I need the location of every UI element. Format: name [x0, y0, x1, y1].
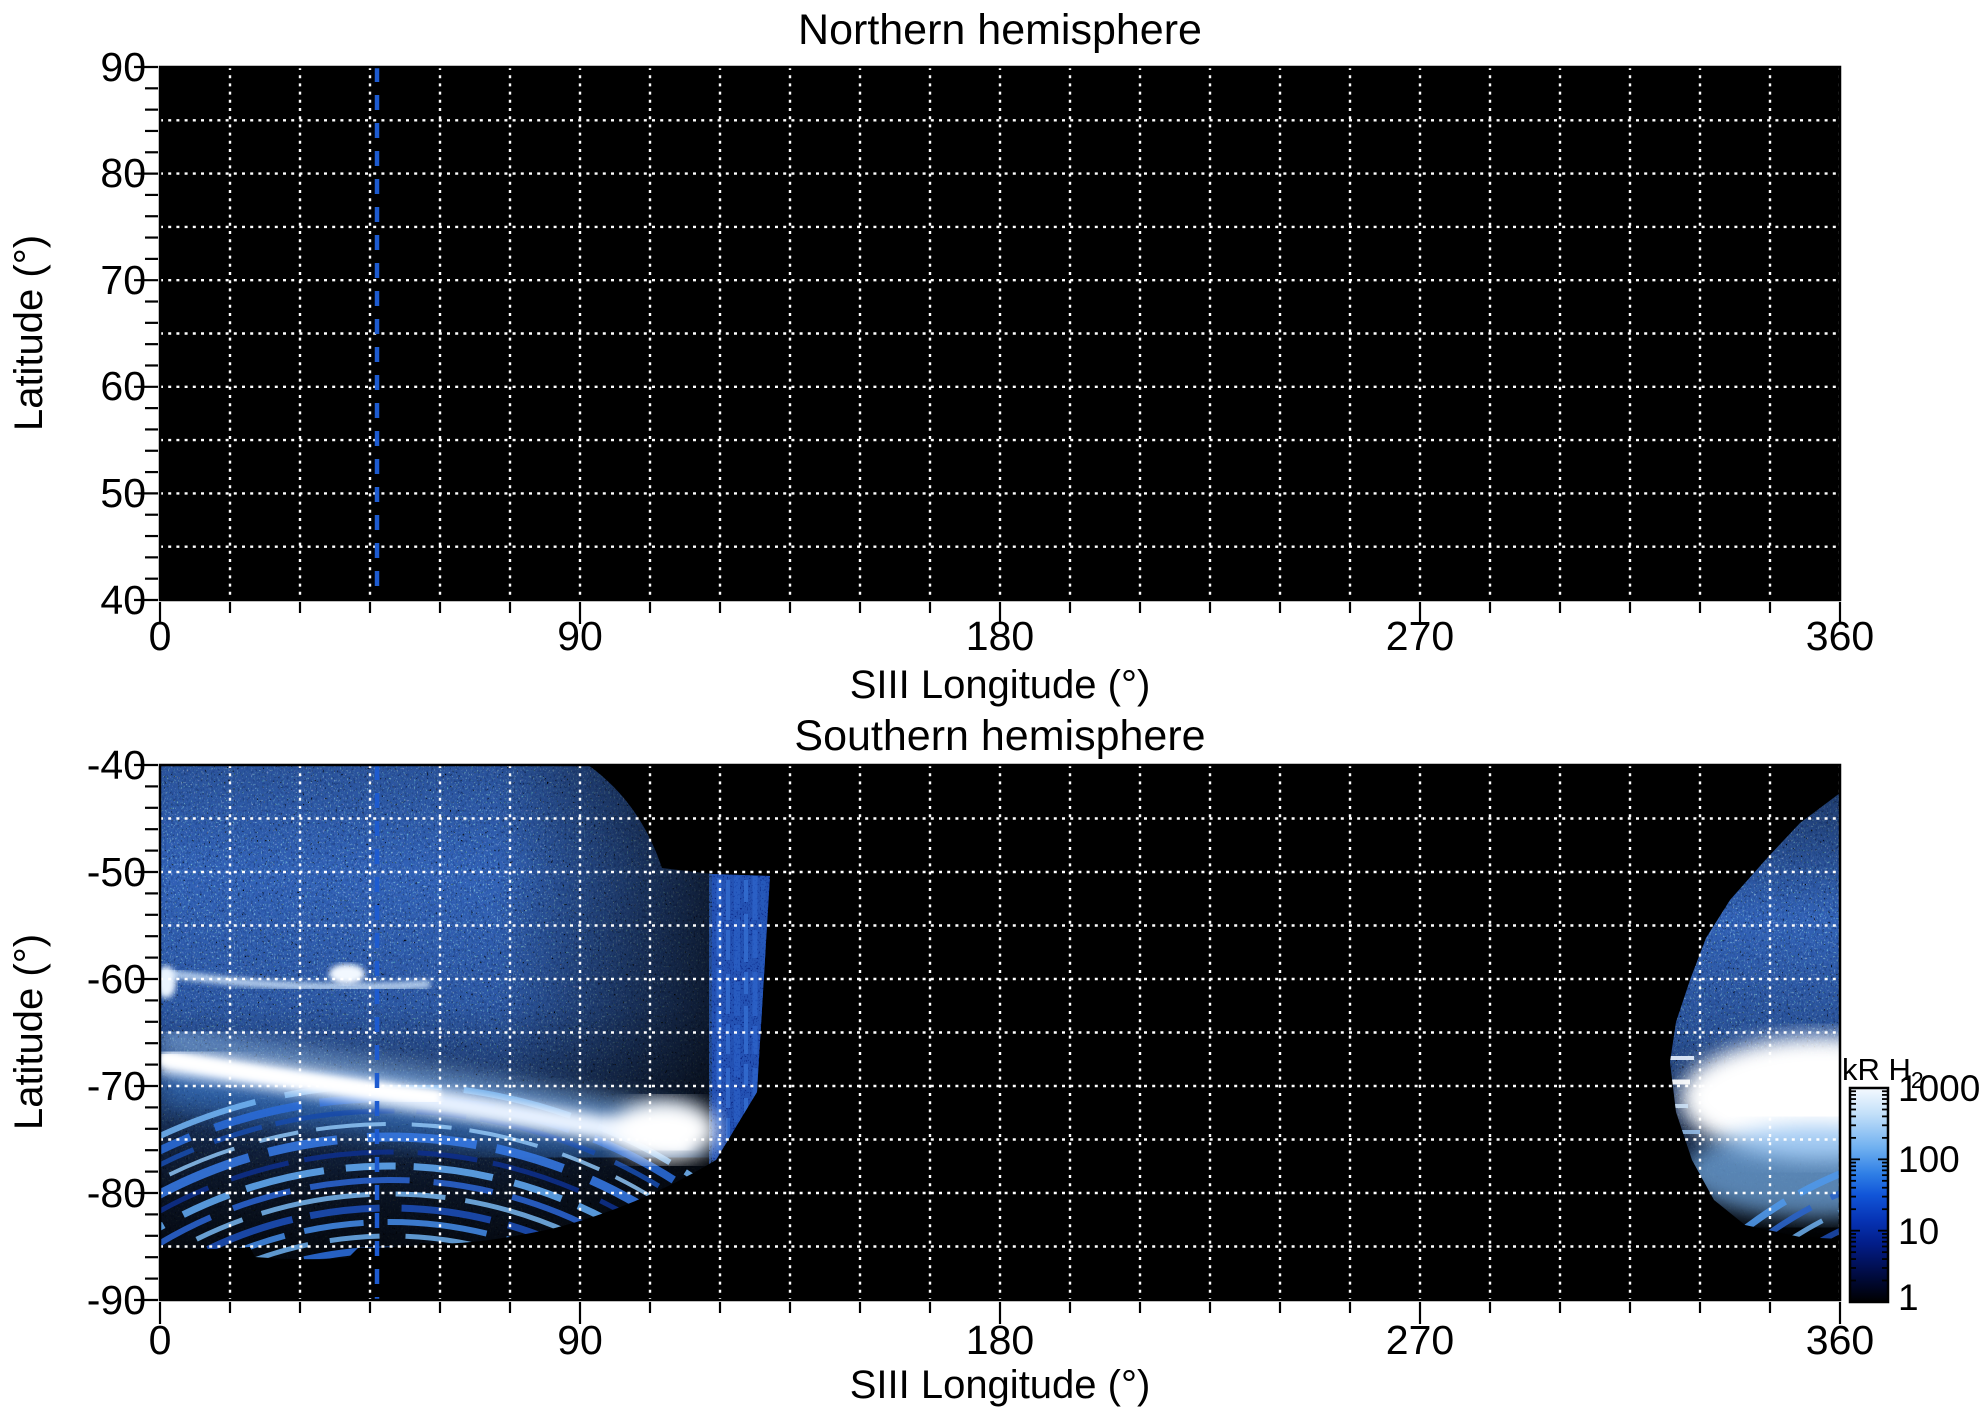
- s-ytick--60: -60: [87, 956, 146, 1002]
- s-xtick-270: 270: [1386, 1317, 1454, 1363]
- n-ytick-90: 90: [100, 44, 146, 90]
- n-ytick-50: 50: [100, 470, 146, 516]
- cb-tick-1000: 1000: [1898, 1068, 1980, 1109]
- n-ytick-70: 70: [100, 257, 146, 303]
- s-ytick--80: -80: [87, 1170, 146, 1216]
- southern-title: Southern hemisphere: [794, 712, 1205, 760]
- southern-xlabel: SIII Longitude (°): [850, 1363, 1151, 1407]
- s-ytick--90: -90: [87, 1277, 146, 1323]
- s-xtick-0: 0: [149, 1317, 172, 1363]
- n-xtick-270: 270: [1386, 613, 1454, 659]
- northern-ylabel: Latitude (°): [7, 235, 51, 431]
- aurora-maps-figure: Northern hemisphere 0 90 180 270 360 90 …: [0, 0, 1983, 1423]
- secondary-arc-knot: [329, 964, 365, 984]
- northern-xlabel: SIII Longitude (°): [850, 663, 1151, 707]
- colorbar: kR H2 1000 100 10 1: [1842, 1052, 1980, 1318]
- n-xtick-0: 0: [149, 613, 172, 659]
- s-ytick--40: -40: [87, 742, 146, 788]
- n-ytick-40: 40: [100, 577, 146, 623]
- cb-tick-10: 10: [1898, 1211, 1939, 1252]
- cb-tick-100: 100: [1898, 1139, 1960, 1180]
- figure-page: Northern hemisphere 0 90 180 270 360 90 …: [0, 0, 1983, 1423]
- n-ytick-80: 80: [100, 150, 146, 196]
- s-ytick--70: -70: [87, 1063, 146, 1109]
- colorbar-gradient: [1850, 1088, 1888, 1302]
- main-arc-bright-blob: [613, 1100, 717, 1160]
- s-ytick--50: -50: [87, 849, 146, 895]
- n-xtick-90: 90: [557, 613, 603, 659]
- s-xtick-90: 90: [557, 1317, 603, 1363]
- northern-plot: [134, 67, 1840, 624]
- n-ytick-60: 60: [100, 363, 146, 409]
- s-xtick-180: 180: [966, 1317, 1034, 1363]
- northern-title: Northern hemisphere: [798, 6, 1202, 54]
- n-xtick-180: 180: [966, 613, 1034, 659]
- s-xtick-360: 360: [1806, 1317, 1874, 1363]
- cb-tick-1: 1: [1898, 1277, 1919, 1318]
- southern-ylabel: Latitude (°): [7, 934, 51, 1130]
- n-xtick-360: 360: [1806, 613, 1874, 659]
